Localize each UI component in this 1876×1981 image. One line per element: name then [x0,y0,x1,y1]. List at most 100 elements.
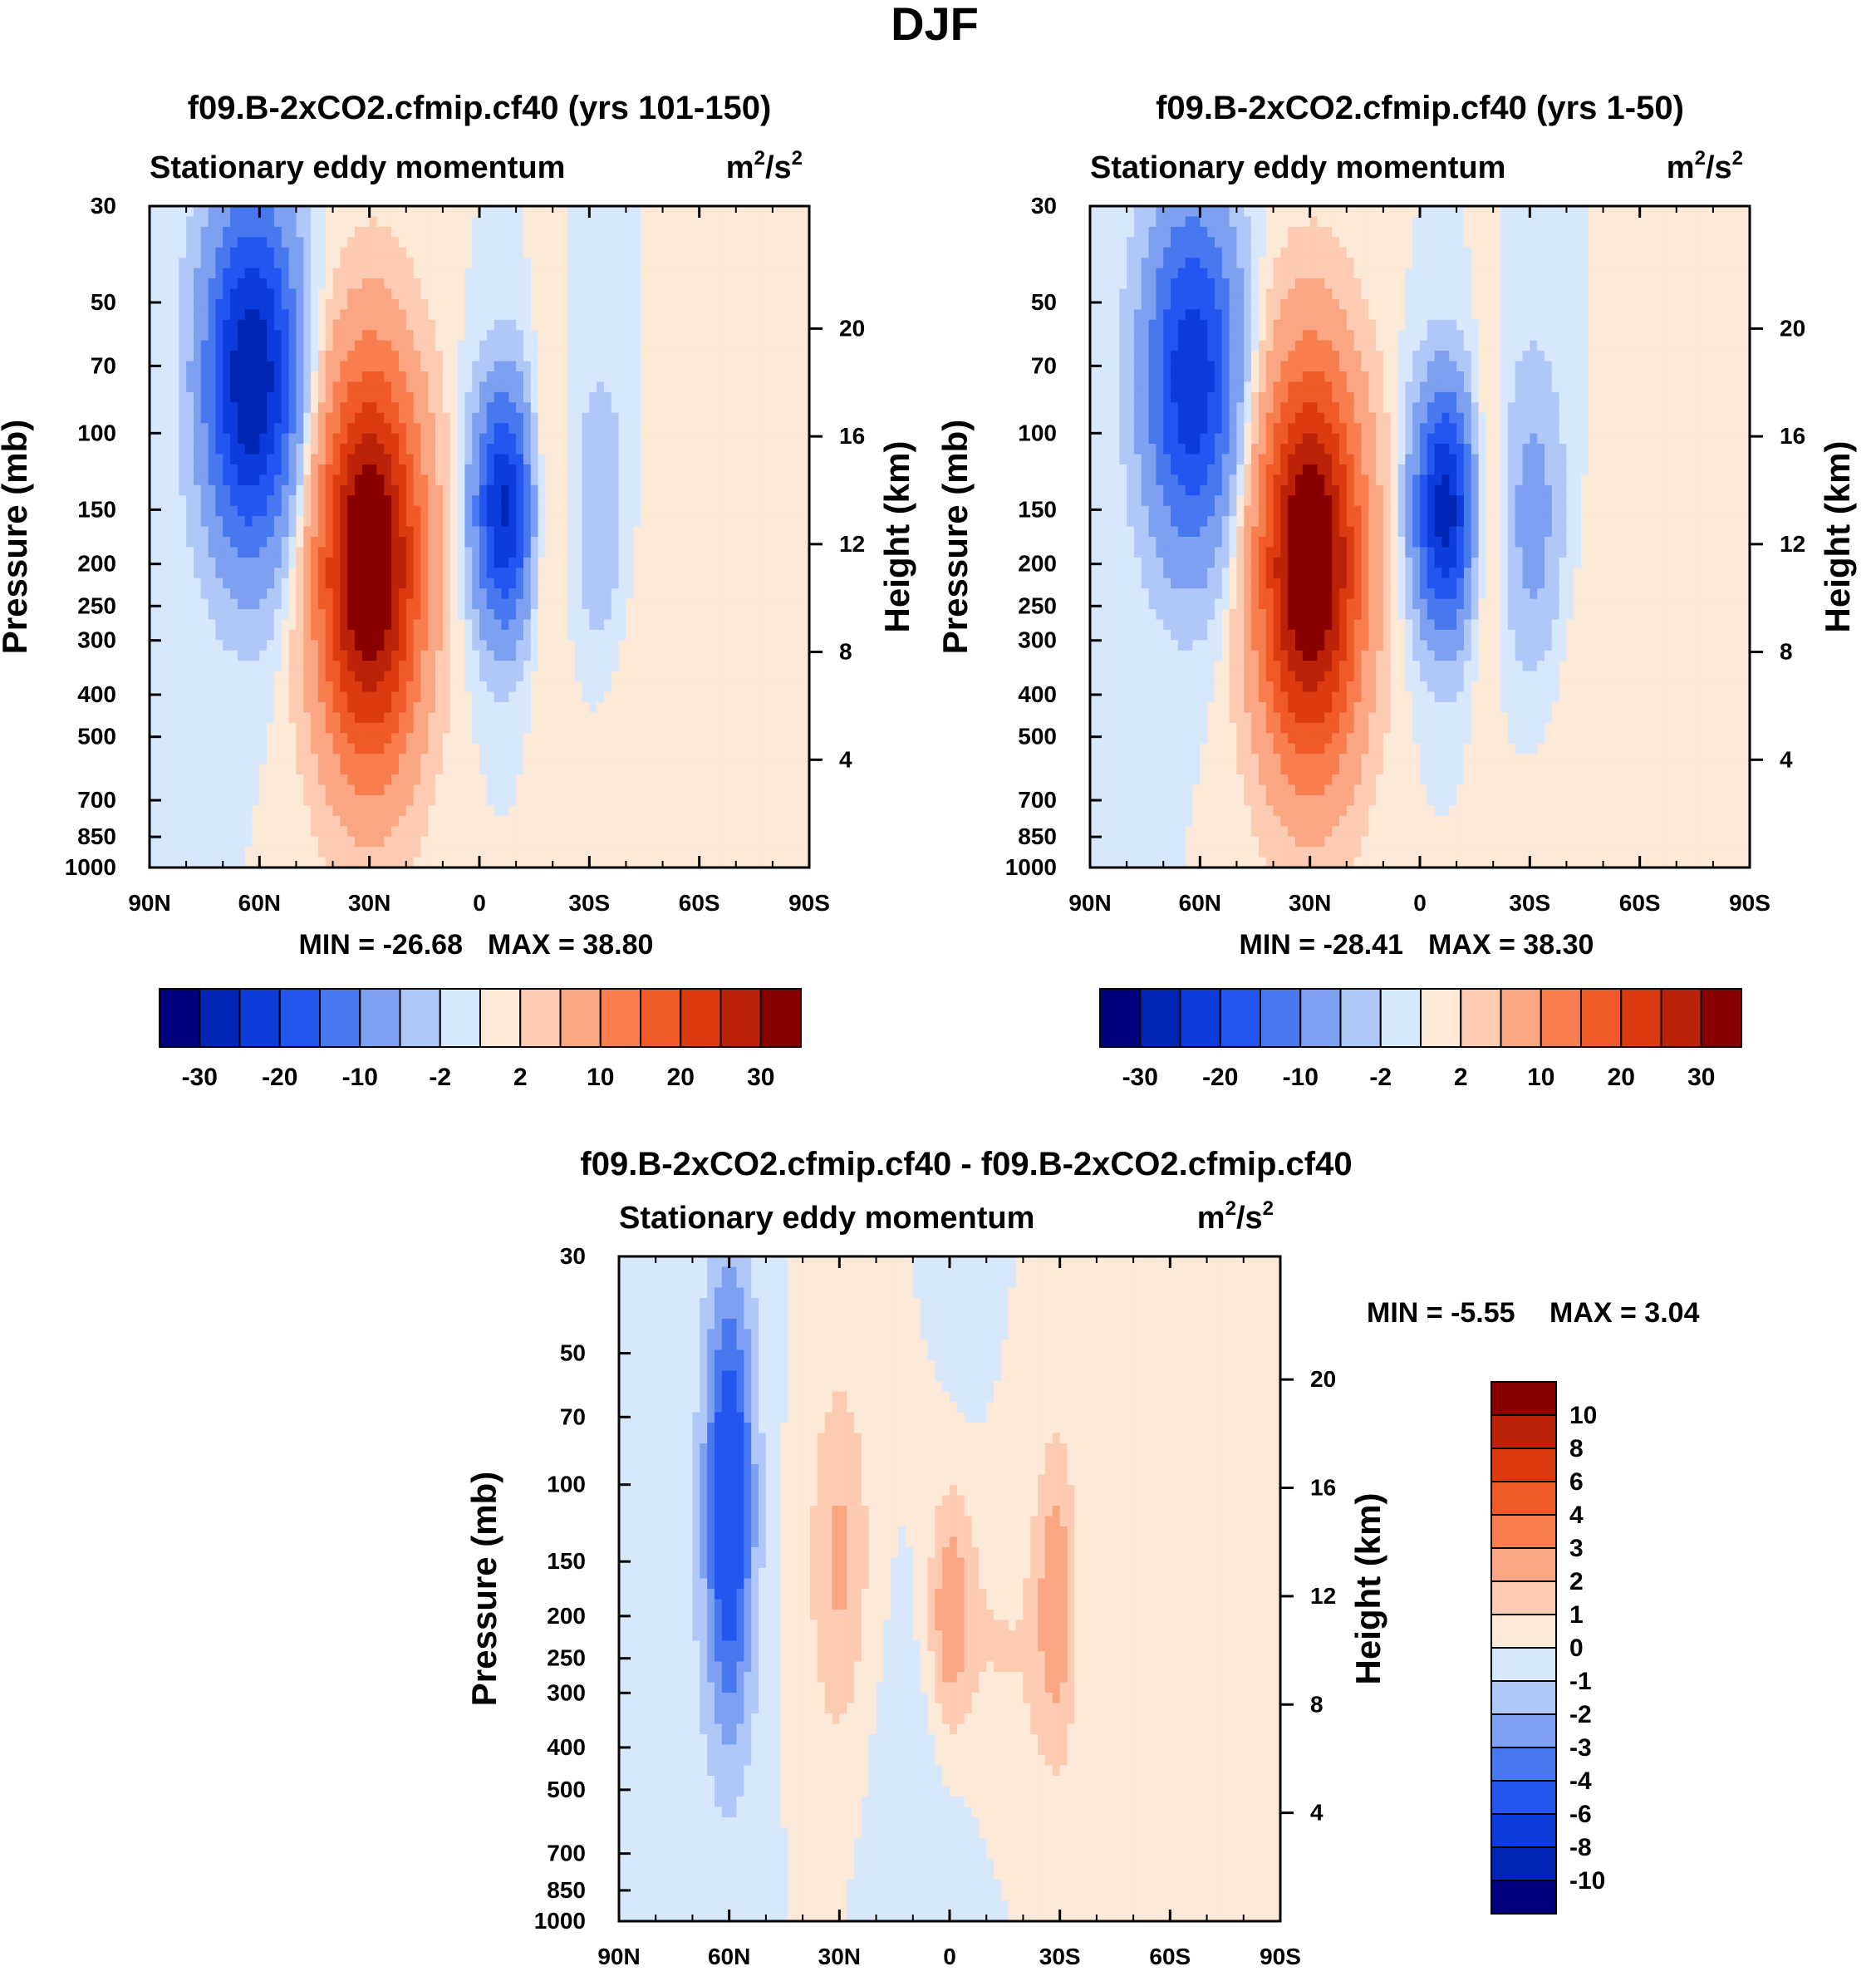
contour-cell [296,505,304,517]
contour-cell [267,206,275,218]
contour-cell [179,547,187,558]
contour-cell [179,578,187,589]
contour-cell [714,681,722,693]
contour-cell [685,258,693,269]
contour-cell [311,464,319,475]
contour-cell [164,537,173,548]
contour-cell [699,505,708,517]
contour-cell [714,671,722,682]
contour-cell [413,702,422,714]
contour-cell [758,681,766,693]
contour-cell [449,537,459,548]
contour-cell [574,754,583,765]
contour-cell [538,319,546,331]
contour-cell [545,537,553,548]
contour-cell [750,268,759,279]
contour-cell [369,464,378,475]
contour-cell [779,361,788,372]
contour-cell [186,268,194,279]
contour-cell [699,557,708,568]
contour-cell [252,671,260,682]
contour-cell [706,381,715,393]
contour-cell [641,444,649,455]
contour-cell [486,702,495,714]
contour-cell [691,464,700,475]
contour-cell [508,288,517,300]
contour-cell [281,774,290,786]
contour-cell [552,237,561,248]
contour-cell [787,733,795,745]
contour-cell [611,712,620,724]
contour-cell [442,412,451,424]
contour-cell [735,371,744,383]
contour-cell [391,330,400,342]
contour-cell [743,547,752,558]
contour-cell [691,754,700,765]
contour-cell [355,258,363,269]
contour-cell [552,619,561,631]
contour-cell [464,526,473,538]
contour-cell [523,258,532,269]
contour-cell [150,206,158,218]
contour-cell [464,402,473,414]
contour-cell [618,764,627,775]
contour-cell [567,629,576,641]
contour-cell [750,588,759,600]
contour-cell [691,206,700,218]
contour-cell [457,258,465,269]
contour-cell [552,278,561,290]
contour-cell [516,629,524,641]
contour-cell [156,351,165,362]
contour-cell [428,691,436,703]
contour-cell [691,505,700,517]
contour-cell [523,578,532,589]
contour-cell [603,764,612,775]
contour-cell [164,319,173,331]
contour-cell [618,650,627,661]
contour-cell [765,309,773,321]
contour-cell [472,629,480,641]
contour-cell [530,629,539,641]
contour-cell [728,371,737,383]
contour-cell [582,268,590,279]
contour-cell [545,712,553,724]
contour-cell [779,298,788,310]
contour-cell [244,754,253,765]
contour-cell [179,661,187,672]
contour-cell [765,433,773,445]
contour-cell [223,237,231,248]
contour-cell [582,464,590,475]
contour-cell [200,557,209,568]
contour-cell [281,671,290,682]
contour-cell [779,495,788,507]
contour-cell [670,454,678,465]
contour-cell [355,206,363,218]
contour-cell [398,681,407,693]
contour-cell [670,743,678,755]
contour-cell [508,464,517,475]
contour-cell [208,578,216,589]
contour-cell [721,268,729,279]
contour-cell [171,402,179,414]
contour-cell [523,216,532,228]
contour-cell [655,650,664,661]
contour-cell [641,557,649,568]
contour-cell [267,351,275,362]
contour-cell [464,754,473,765]
contour-cell [413,206,422,218]
contour-cell [296,671,304,682]
contour-cell [486,371,495,383]
contour-cell [743,247,752,258]
contour-cell [574,402,583,414]
contour-cell [735,340,744,351]
contour-cell [252,268,260,279]
contour-cell [494,381,503,393]
contour-cell [479,568,488,579]
contour-cell [311,247,319,258]
contour-cell [156,722,165,734]
contour-cell [662,474,670,486]
contour-cell [200,526,209,538]
contour-cell [721,640,729,651]
contour-cell [735,619,744,631]
contour-cell [273,754,282,765]
